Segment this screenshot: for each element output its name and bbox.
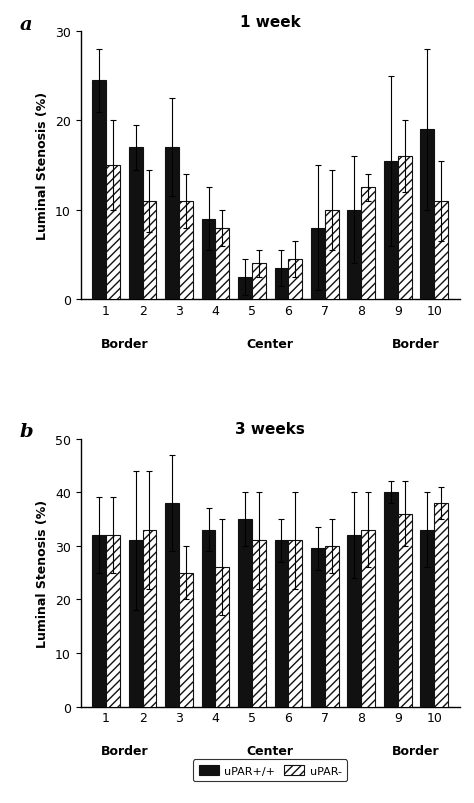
Bar [106,536,120,707]
Text: b: b [20,423,34,441]
Legend: uPAR+/+, uPAR-: uPAR+/+, uPAR- [193,760,347,781]
Bar [384,161,398,300]
Bar [311,228,325,300]
Y-axis label: Luminal Stenosis (%): Luminal Stenosis (%) [36,499,49,646]
Bar [288,259,302,300]
Bar [434,202,448,300]
Bar [179,202,193,300]
Text: a: a [20,16,33,34]
Bar [274,268,288,300]
Bar [361,530,375,707]
Bar [129,540,143,707]
Bar [361,188,375,300]
Bar [201,530,216,707]
Bar [216,228,229,300]
Bar [274,540,288,707]
Bar [238,278,252,300]
Bar [288,540,302,707]
Bar [252,540,266,707]
Y-axis label: Luminal Stenosis (%): Luminal Stenosis (%) [36,92,49,240]
Bar [252,264,266,300]
Text: Border: Border [100,337,148,350]
Title: 1 week: 1 week [240,14,301,30]
Bar [179,573,193,707]
Bar [420,530,434,707]
Text: Border: Border [392,337,440,350]
Bar [434,503,448,707]
Bar [143,202,156,300]
Bar [311,548,325,707]
Bar [347,536,361,707]
Bar [165,148,179,300]
Bar [165,503,179,707]
Bar [325,210,339,300]
Bar [398,157,411,300]
Bar [398,514,411,707]
Bar [347,210,361,300]
Bar [216,568,229,707]
Bar [238,520,252,707]
Bar [143,530,156,707]
Bar [420,130,434,300]
Text: Border: Border [392,744,440,757]
Text: Center: Center [246,744,294,757]
Title: 3 weeks: 3 weeks [235,422,305,436]
Bar [106,166,120,300]
Bar [384,492,398,707]
Text: Center: Center [246,337,294,350]
Bar [325,546,339,707]
Text: Border: Border [100,744,148,757]
Bar [201,219,216,300]
Bar [129,148,143,300]
Bar [92,81,106,300]
Bar [92,536,106,707]
